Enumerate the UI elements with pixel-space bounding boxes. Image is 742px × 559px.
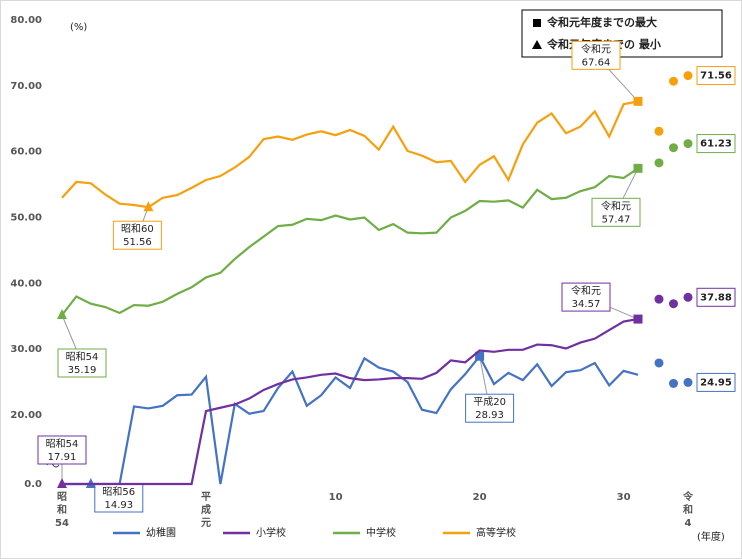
max-marker (633, 314, 643, 324)
recent-dot (669, 143, 678, 153)
x-axis-label: (年度) (697, 530, 725, 543)
legend-label: 中学校 (366, 526, 396, 539)
recent-dot (683, 292, 693, 302)
recent-dot (669, 378, 678, 388)
x-tick-char: 昭 (57, 491, 67, 503)
max-symbol (533, 19, 541, 27)
y-unit-label: (%) (70, 22, 87, 33)
max-marker (475, 351, 485, 361)
end-label: 61.23 (700, 139, 732, 150)
recent-dot (669, 76, 678, 86)
end-label-box (696, 287, 736, 307)
callout-value: 67.64 (582, 57, 611, 68)
callout-label: 昭和54 (66, 351, 99, 363)
callout-box (57, 348, 107, 378)
marker-legend-box (521, 9, 723, 58)
x-tick-char: 平 (201, 491, 211, 503)
callout-value: 14.93 (104, 500, 133, 511)
y-tick-label: 30.00 (10, 344, 42, 355)
callout-label: 平成20 (473, 396, 506, 408)
recent-dot (683, 71, 693, 81)
max-marker (633, 163, 643, 173)
recent-dot (654, 158, 664, 168)
y-tick-label: 0.0 (24, 479, 42, 490)
x-tick-char: 成 (201, 503, 211, 516)
x-tick-label: 30 (617, 492, 631, 503)
marker-legend-max: 令和元年度までの最大 (546, 15, 657, 29)
series-line (61, 100, 639, 209)
x-tick-label: 平成元 (201, 491, 211, 529)
x-tick-char: 令 (682, 490, 694, 503)
callout-label: 令和元 (571, 284, 601, 297)
series-line (62, 354, 639, 486)
x-tick-char: 和 (682, 503, 693, 516)
y-tick-label: 40.00 (10, 278, 42, 289)
callout-box (465, 393, 515, 423)
y-tick-label: 50.00 (10, 213, 42, 224)
x-tick-label: 20 (473, 492, 487, 503)
callout-label: 令和元 (601, 199, 631, 212)
min-marker (57, 478, 67, 488)
callout-box (591, 197, 641, 227)
callout-value: 51.56 (123, 237, 152, 248)
x-tick-label: 令和 4 (682, 490, 694, 529)
y-tick-label: 60.00 (10, 147, 42, 158)
callout-box (37, 435, 87, 465)
y-tick-label: 80.00 (10, 15, 42, 26)
callout-value: 34.57 (572, 299, 601, 310)
legend-label: 小学校 (256, 526, 286, 539)
callout-value: 28.93 (475, 410, 504, 421)
min-symbol (532, 40, 542, 49)
callout-label: 昭和54 (46, 438, 79, 450)
legend-label: 高等学校 (476, 526, 516, 539)
x-tick-char: 54 (55, 518, 69, 529)
end-label-box (696, 372, 736, 392)
callout-value: 17.91 (48, 452, 77, 463)
callout-value: 35.19 (68, 365, 97, 376)
x-tick-char: 和 (56, 503, 67, 516)
end-label: 71.56 (700, 71, 732, 82)
x-tick-label: 10 (329, 492, 343, 503)
series-line (62, 317, 639, 486)
recent-dot (654, 126, 664, 136)
end-label-box (696, 134, 736, 154)
min-marker (143, 201, 154, 212)
callout-box (571, 40, 621, 70)
end-label: 24.95 (700, 377, 732, 388)
end-label-box (696, 66, 736, 86)
x-tick-label: 昭和 54 (55, 491, 69, 529)
callout-label: 昭和56 (102, 486, 135, 498)
legend-label: 幼稚園 (146, 526, 176, 539)
recent-dot (654, 294, 664, 304)
y-tick-label: 20.00 (10, 410, 42, 421)
recent-dot (669, 299, 678, 309)
min-marker (57, 308, 67, 319)
x-tick-char: 4 (685, 518, 692, 529)
callout-value: 57.47 (602, 214, 631, 225)
callout-label: 昭和60 (121, 223, 154, 235)
callout-box (561, 282, 611, 312)
x-tick-char: 元 (201, 517, 211, 529)
recent-dot (654, 358, 664, 368)
recent-dot (683, 139, 693, 149)
end-label: 37.88 (700, 292, 732, 303)
recent-dot (683, 377, 693, 387)
max-marker (633, 96, 643, 106)
callout-label: 令和元 (581, 42, 611, 55)
y-tick-label: 70.00 (10, 81, 42, 92)
series-line (61, 167, 639, 316)
callout-box (112, 220, 162, 250)
